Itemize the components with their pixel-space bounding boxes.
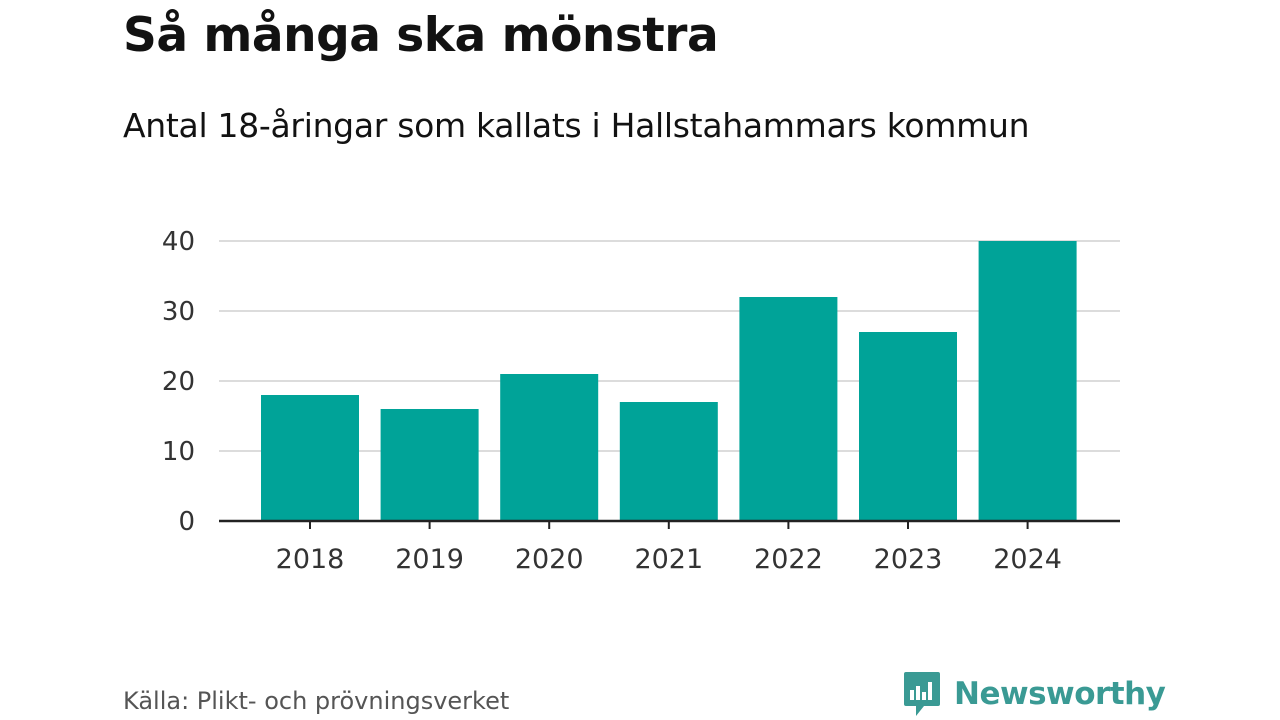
- brand-name: Newsworthy: [954, 676, 1166, 712]
- x-axis: 2018 2019 2020 2021 2022 2023 2024: [219, 519, 1120, 575]
- chart-title: Så många ska mönstra: [123, 8, 719, 63]
- chart-subtitle: Antal 18-åringar som kallats i Hallstaha…: [123, 106, 1030, 145]
- brand-logo-group: Newsworthy: [902, 670, 1166, 718]
- x-tick-label: 2021: [634, 544, 703, 575]
- bar-2021: [619, 402, 718, 521]
- x-tick-label: 2018: [276, 544, 345, 575]
- newsworthy-bar-chart-bubble-icon: [904, 672, 940, 716]
- x-tick-label: 2023: [874, 544, 943, 575]
- bar-2018: [261, 395, 359, 521]
- bar-2020: [500, 374, 599, 521]
- y-tick-label: 30: [162, 297, 195, 327]
- y-tick-label: 20: [162, 367, 195, 397]
- bars: [261, 241, 1077, 521]
- y-tick-label: 40: [162, 227, 195, 257]
- source-note: Källa: Plikt- och prövningsverket: [123, 687, 510, 715]
- x-tick-label: 2024: [993, 544, 1062, 575]
- bar-2023: [859, 332, 957, 521]
- bar-2022: [739, 297, 838, 521]
- bar-2024: [978, 241, 1077, 521]
- x-tick-label: 2022: [754, 544, 823, 575]
- y-tick-label: 10: [162, 437, 195, 467]
- bar-2019: [380, 409, 479, 521]
- x-tick-label: 2019: [395, 544, 464, 575]
- bar-chart: 0 10 20 30 40 2018 2019 2020 2021 2022 2023 2024: [162, 227, 1120, 575]
- x-tick-label: 2020: [515, 544, 584, 575]
- y-axis-tick-labels: 0 10 20 30 40: [162, 227, 195, 537]
- y-tick-label: 0: [178, 507, 195, 537]
